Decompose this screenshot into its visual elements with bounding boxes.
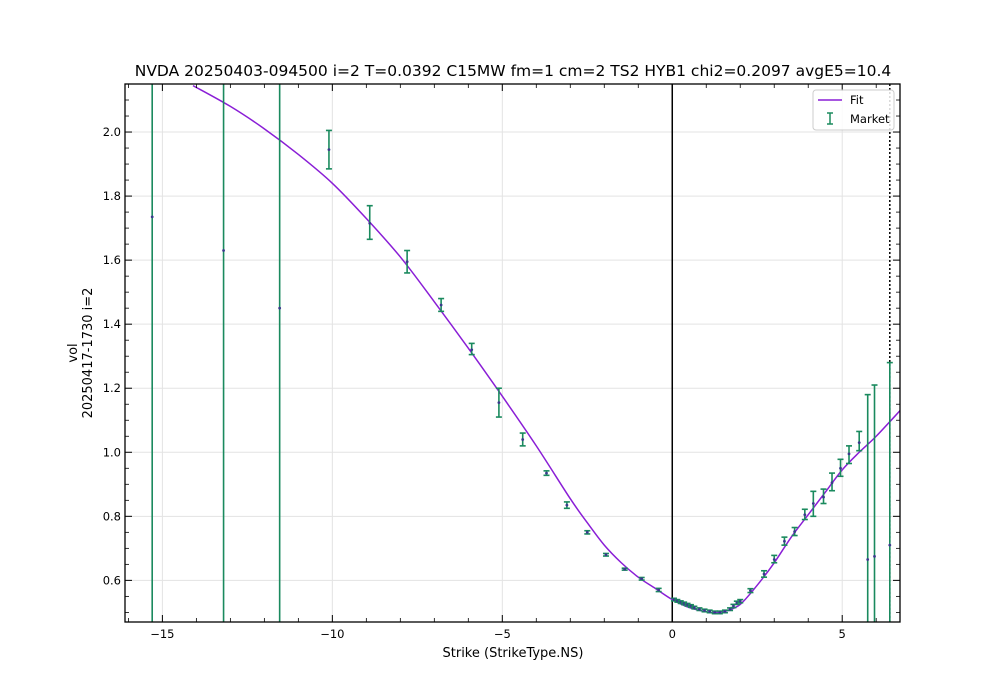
market-point xyxy=(222,249,225,252)
x-tick-label: −5 xyxy=(494,627,511,641)
market-point xyxy=(749,589,752,593)
market-point xyxy=(640,577,644,581)
market-point xyxy=(839,466,842,470)
market-point xyxy=(327,148,331,152)
market-point xyxy=(708,610,712,613)
market-point xyxy=(772,558,776,561)
legend: Fit Market xyxy=(812,89,895,131)
market-point xyxy=(723,610,727,613)
market-point xyxy=(873,554,876,558)
legend-fit-label: Fit xyxy=(850,93,864,107)
market-point xyxy=(830,481,834,485)
market-point xyxy=(793,530,797,534)
market-point xyxy=(497,401,501,405)
market-point xyxy=(521,438,525,441)
chart-title: NVDA 20250403-094500 i=2 T=0.0392 C15MW … xyxy=(135,62,892,80)
market-point xyxy=(657,588,661,592)
market-point xyxy=(405,260,409,264)
y-axis-label-group: vol 20250417-1730 i=2 xyxy=(66,288,96,419)
market-point xyxy=(278,306,282,310)
market-point xyxy=(866,558,870,561)
market-point xyxy=(728,607,732,611)
market-point xyxy=(703,609,706,612)
market-point xyxy=(439,303,443,307)
y-tick-label: 1.0 xyxy=(103,445,121,459)
market-point xyxy=(718,610,722,614)
market-point xyxy=(623,567,627,571)
y-tick-label: 2.0 xyxy=(103,125,121,139)
market-point xyxy=(368,221,372,225)
market-point xyxy=(732,604,735,608)
x-axis-label: Strike (StrikeType.NS) xyxy=(443,646,584,661)
market-errorbar xyxy=(856,430,863,452)
market-point xyxy=(822,495,825,499)
market-point xyxy=(762,572,766,576)
y-tick-label: 1.4 xyxy=(103,317,121,331)
x-tick-label: −10 xyxy=(320,627,344,641)
y-axis-label-line1: vol xyxy=(66,343,81,362)
market-point xyxy=(565,503,569,507)
y-axis-label-line2: 20250417-1730 i=2 xyxy=(81,288,96,419)
market-errorbar xyxy=(864,393,871,622)
market-point xyxy=(585,530,589,534)
legend-market-swatch xyxy=(827,112,833,125)
data-layer xyxy=(150,84,900,622)
market-errorbar xyxy=(886,361,893,622)
market-point xyxy=(150,215,154,219)
legend-market-label: Market xyxy=(850,112,890,126)
market-point xyxy=(692,606,696,609)
market-errorbar xyxy=(871,384,878,622)
market-point xyxy=(470,348,474,352)
market-point xyxy=(847,452,851,456)
market-point xyxy=(698,607,701,611)
market-point xyxy=(604,553,608,557)
plot-frame xyxy=(124,83,901,623)
axes-layer: −15 −10 −5 0 5 0.6 0.8 1.0 1.2 1.4 1.6 1.8 2.0 xyxy=(103,83,901,641)
market-point xyxy=(888,543,892,547)
x-tick-label: 0 xyxy=(669,627,676,641)
y-tick-label: 1.6 xyxy=(103,253,121,267)
market-point xyxy=(857,441,861,445)
market-point xyxy=(738,599,742,603)
vline-layer xyxy=(671,84,891,622)
y-tick-label: 0.8 xyxy=(103,509,121,523)
x-tick-label: 5 xyxy=(839,627,846,641)
x-tick-label: −15 xyxy=(150,627,174,641)
market-point xyxy=(783,539,786,543)
y-tick-label: 1.8 xyxy=(103,189,121,203)
y-tick-label: 1.2 xyxy=(103,381,121,395)
market-point xyxy=(545,471,548,475)
market-point xyxy=(803,513,807,517)
grid-layer xyxy=(125,84,900,622)
market-point xyxy=(811,502,815,505)
y-tick-label: 0.6 xyxy=(103,573,121,587)
market-point xyxy=(713,610,717,614)
